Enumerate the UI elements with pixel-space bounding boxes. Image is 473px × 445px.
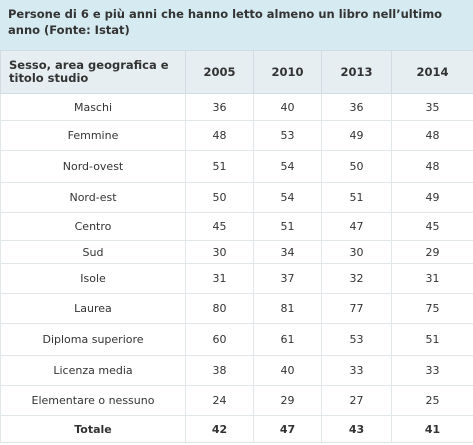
table-row: Laurea 80 81 77 75 bbox=[0, 293, 473, 324]
table-row: Maschi 36 40 36 35 bbox=[0, 93, 473, 121]
value-cell: 51 bbox=[185, 150, 254, 183]
table-title: Persone di 6 e più anni che hanno letto … bbox=[0, 0, 473, 50]
header-cell: 2014 bbox=[391, 50, 473, 94]
table-row: Isole 31 37 32 31 bbox=[0, 263, 473, 294]
table-row: Nord-est 50 54 51 49 bbox=[0, 182, 473, 213]
value-cell: 54 bbox=[253, 182, 322, 213]
value-cell: 48 bbox=[391, 120, 473, 151]
table-row: Elementare o nessuno 24 29 27 25 bbox=[0, 385, 473, 416]
value-cell: 51 bbox=[391, 323, 473, 356]
value-cell: 51 bbox=[321, 182, 392, 213]
value-cell: 53 bbox=[321, 323, 392, 356]
value-cell: 53 bbox=[253, 120, 322, 151]
value-cell: 33 bbox=[391, 355, 473, 386]
value-cell: 36 bbox=[185, 93, 254, 121]
value-cell: 80 bbox=[185, 293, 254, 324]
value-cell: 48 bbox=[185, 120, 254, 151]
value-cell: 47 bbox=[321, 212, 392, 241]
value-cell: 45 bbox=[185, 212, 254, 241]
value-cell: 51 bbox=[253, 212, 322, 241]
value-cell: 29 bbox=[253, 385, 322, 416]
value-cell: 29 bbox=[391, 240, 473, 264]
value-cell: 37 bbox=[253, 263, 322, 294]
table-row: Centro 45 51 47 45 bbox=[0, 212, 473, 241]
row-label: Maschi bbox=[0, 93, 186, 121]
value-cell: 49 bbox=[321, 120, 392, 151]
value-cell: 43 bbox=[321, 415, 392, 443]
row-label: Centro bbox=[0, 212, 186, 241]
value-cell: 27 bbox=[321, 385, 392, 416]
table-row: Licenza media 38 40 33 33 bbox=[0, 355, 473, 386]
table-row: Diploma superiore 60 61 53 51 bbox=[0, 323, 473, 356]
row-label: Femmine bbox=[0, 120, 186, 151]
value-cell: 45 bbox=[391, 212, 473, 241]
table-row: Sud 30 34 30 29 bbox=[0, 240, 473, 264]
value-cell: 31 bbox=[391, 263, 473, 294]
header-cell: 2005 bbox=[185, 50, 254, 94]
value-cell: 61 bbox=[253, 323, 322, 356]
header-cell: 2013 bbox=[321, 50, 392, 94]
value-cell: 32 bbox=[321, 263, 392, 294]
value-cell: 75 bbox=[391, 293, 473, 324]
value-cell: 40 bbox=[253, 93, 322, 121]
value-cell: 50 bbox=[185, 182, 254, 213]
row-label: Diploma superiore bbox=[0, 323, 186, 356]
row-label: Nord-ovest bbox=[0, 150, 186, 183]
value-cell: 60 bbox=[185, 323, 254, 356]
header-cell: 2010 bbox=[253, 50, 322, 94]
value-cell: 41 bbox=[391, 415, 473, 443]
row-label: Elementare o nessuno bbox=[0, 385, 186, 416]
row-label: Totale bbox=[0, 415, 186, 443]
table-row: Totale 42 47 43 41 bbox=[0, 415, 473, 443]
value-cell: 31 bbox=[185, 263, 254, 294]
data-table: Sesso, area geografica e titolo studio 20… bbox=[0, 50, 473, 443]
row-label: Laurea bbox=[0, 293, 186, 324]
value-cell: 33 bbox=[321, 355, 392, 386]
value-cell: 49 bbox=[391, 182, 473, 213]
value-cell: 38 bbox=[185, 355, 254, 386]
value-cell: 30 bbox=[321, 240, 392, 264]
value-cell: 25 bbox=[391, 385, 473, 416]
value-cell: 34 bbox=[253, 240, 322, 264]
value-cell: 77 bbox=[321, 293, 392, 324]
value-cell: 50 bbox=[321, 150, 392, 183]
row-label: Licenza media bbox=[0, 355, 186, 386]
row-label: Sud bbox=[0, 240, 186, 264]
value-cell: 42 bbox=[185, 415, 254, 443]
value-cell: 81 bbox=[253, 293, 322, 324]
value-cell: 48 bbox=[391, 150, 473, 183]
row-label: Isole bbox=[0, 263, 186, 294]
row-label: Nord-est bbox=[0, 182, 186, 213]
value-cell: 36 bbox=[321, 93, 392, 121]
table-row: Femmine 48 53 49 48 bbox=[0, 120, 473, 151]
value-cell: 35 bbox=[391, 93, 473, 121]
table-row: Nord-ovest 51 54 50 48 bbox=[0, 150, 473, 183]
value-cell: 30 bbox=[185, 240, 254, 264]
header-row: Sesso, area geografica e titolo studio 20… bbox=[0, 50, 473, 94]
value-cell: 24 bbox=[185, 385, 254, 416]
value-cell: 54 bbox=[253, 150, 322, 183]
value-cell: 47 bbox=[253, 415, 322, 443]
header-cell: Sesso, area geografica e titolo studio bbox=[0, 50, 186, 94]
value-cell: 40 bbox=[253, 355, 322, 386]
